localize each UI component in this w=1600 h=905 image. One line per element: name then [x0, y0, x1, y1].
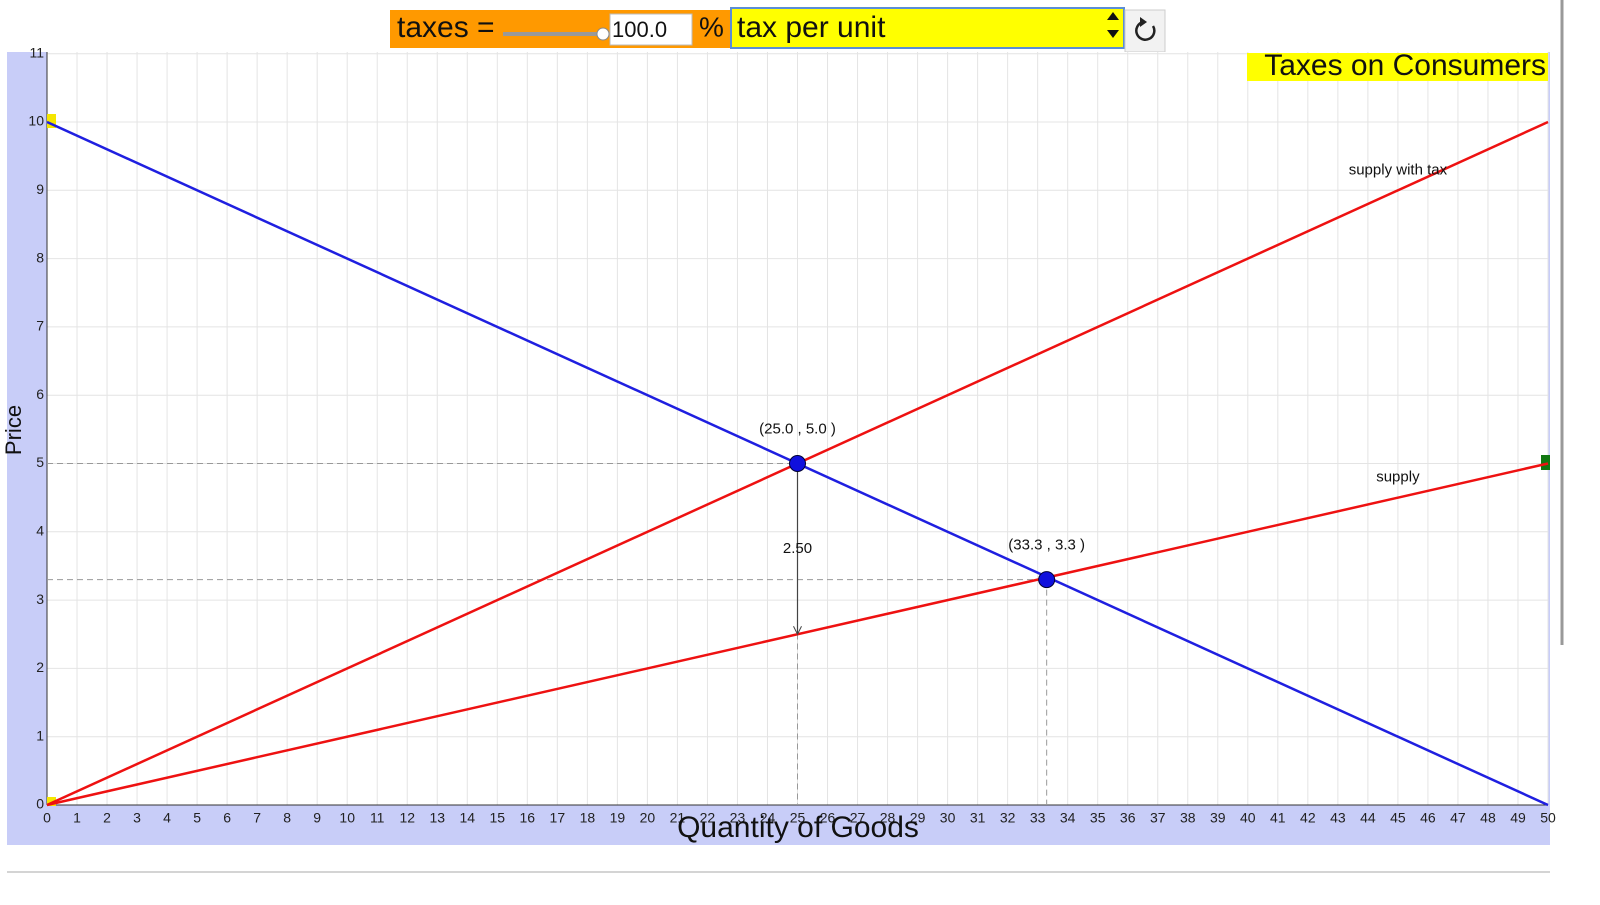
- x-tick-label: 48: [1480, 810, 1496, 826]
- x-tick-label: 1: [73, 810, 81, 826]
- x-tick-label: 33: [1030, 810, 1046, 826]
- handle: [47, 797, 56, 806]
- x-tick-label: 23: [730, 810, 746, 826]
- x-tick-label: 18: [580, 810, 596, 826]
- x-tick-label: 43: [1330, 810, 1346, 826]
- tax-arrow-head: [793, 626, 802, 636]
- x-tick-label: 40: [1240, 810, 1256, 826]
- x-tick-label: 13: [429, 810, 445, 826]
- intersection-point: [1038, 571, 1056, 589]
- tax-select-value: tax per unit: [737, 11, 886, 44]
- select-arrows: [1107, 12, 1119, 38]
- x-tick-label: 50: [1540, 810, 1556, 826]
- x-tick-label: 11: [370, 810, 385, 826]
- x-tick-label: 25: [790, 810, 806, 826]
- y-tick-label: 10: [28, 113, 44, 129]
- x-tick-label: 36: [1120, 810, 1136, 826]
- y-tick-label: 2: [36, 659, 44, 675]
- x-tick-label: 21: [670, 810, 686, 826]
- x-axis-label: Quantity of Goods: [677, 811, 919, 844]
- y-tick-label: 11: [29, 44, 44, 60]
- slider-knob[interactable]: [596, 27, 610, 41]
- line-label: supply: [1376, 469, 1420, 486]
- y-tick-label: 4: [36, 523, 44, 539]
- x-tick-label: 45: [1390, 810, 1406, 826]
- x-tick-label: 28: [880, 810, 896, 826]
- x-tick-label: 22: [700, 810, 716, 826]
- reset-icon: [1135, 20, 1156, 41]
- x-tick-label: 49: [1510, 810, 1526, 826]
- y-tick-label: 0: [36, 796, 44, 812]
- y-axis-label: Price: [1, 405, 26, 455]
- x-tick-label: 46: [1420, 810, 1436, 826]
- taxes-label: taxes =: [397, 11, 495, 44]
- tax-input-value: 100.0: [612, 17, 667, 42]
- y-tick-label: 8: [36, 249, 44, 265]
- x-tick-label: 9: [313, 810, 321, 826]
- x-tick-label: 47: [1450, 810, 1466, 826]
- chart: 0 1 2 3 4 5 6 7 8 9 10 11 12 13 14 15 16 17 18 19 20 21 22 23 24…: [1, 44, 1556, 844]
- x-tick-label: 15: [490, 810, 506, 826]
- title-box: [1247, 53, 1548, 81]
- x-tick-label: 27: [850, 810, 866, 826]
- y-tick-label: 3: [36, 591, 44, 607]
- x-tick-label: 24: [760, 810, 776, 826]
- handle: [47, 114, 56, 128]
- reset-icon-head: [1140, 17, 1147, 27]
- x-tick-label: 34: [1060, 810, 1076, 826]
- tax-select[interactable]: [730, 7, 1125, 49]
- x-tick-label: 19: [610, 810, 626, 826]
- x-tick-label: 30: [940, 810, 956, 826]
- x-tick-label: 10: [339, 810, 355, 826]
- x-tick-label: 20: [640, 810, 656, 826]
- point-label: (25.0 , 5.0 ): [759, 420, 836, 437]
- y-tick-label: 1: [36, 727, 44, 743]
- x-tick-label: 39: [1210, 810, 1226, 826]
- tax-label: 2.50: [783, 540, 812, 557]
- x-tick-label: 35: [1090, 810, 1106, 826]
- x-tick-label: 32: [1000, 810, 1016, 826]
- y-tick-label: 6: [36, 386, 44, 402]
- y-tick-label: 5: [36, 454, 44, 470]
- y-tick-label: 9: [36, 181, 44, 197]
- x-tick-label: 42: [1300, 810, 1316, 826]
- handle: [1541, 455, 1550, 470]
- x-tick-label: 8: [283, 810, 291, 826]
- x-tick-label: 7: [253, 810, 261, 826]
- point-label: (33.3 , 3.3 ): [1008, 537, 1085, 554]
- x-tick-label: 26: [820, 810, 836, 826]
- x-tick-label: 29: [910, 810, 926, 826]
- x-tick-label: 16: [520, 810, 536, 826]
- tax-input[interactable]: [609, 13, 693, 46]
- x-tick-label: 6: [223, 810, 231, 826]
- x-tick-label: 38: [1180, 810, 1196, 826]
- chart-title: Taxes on Consumers: [1264, 49, 1546, 82]
- x-tick-label: 14: [459, 810, 475, 826]
- x-tick-label: 37: [1150, 810, 1166, 826]
- x-tick-label: 5: [193, 810, 201, 826]
- x-tick-label: 2: [103, 810, 111, 826]
- x-tick-label: 31: [970, 810, 986, 826]
- y-tick-label: 7: [36, 318, 44, 334]
- x-tick-label: 12: [399, 810, 415, 826]
- x-tick-label: 41: [1270, 810, 1286, 826]
- x-tick-label: 0: [43, 810, 51, 826]
- unit: %: [699, 11, 724, 42]
- intersection-point: [789, 455, 806, 472]
- x-tick-label: 3: [133, 810, 141, 826]
- x-tick-label: 44: [1360, 810, 1376, 826]
- reset-button[interactable]: [1124, 9, 1166, 53]
- line-label: supply with tax: [1349, 161, 1448, 178]
- x-tick-label: 17: [550, 810, 566, 826]
- x-tick-label: 4: [163, 810, 171, 826]
